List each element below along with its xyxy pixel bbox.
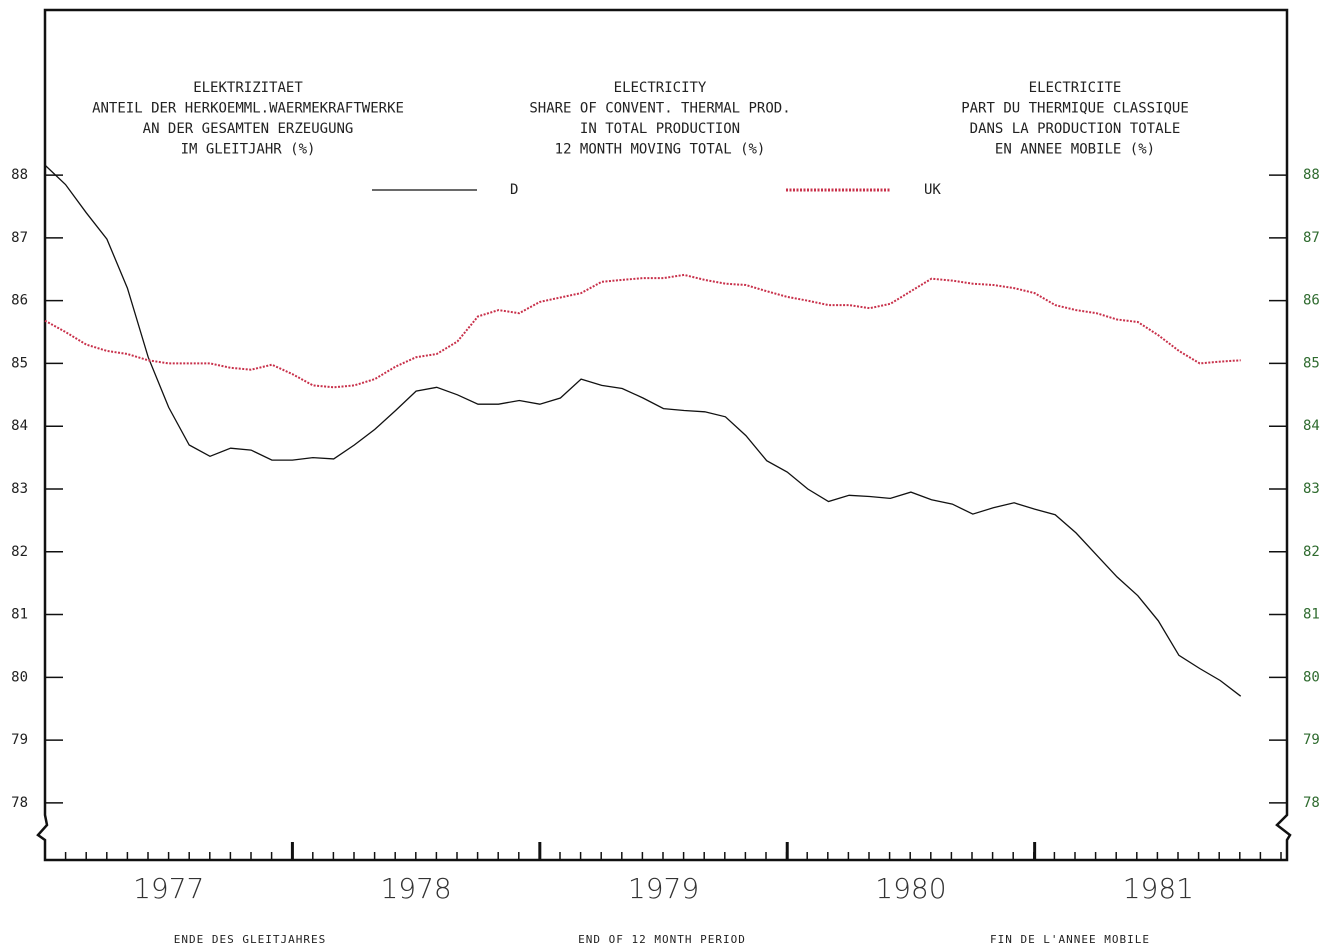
y2-tick-label: 85 <box>1303 355 1320 371</box>
title-line: ELECTRICITY <box>614 80 707 96</box>
y2-tick-label: 79 <box>1303 732 1320 748</box>
plot-frame <box>36 8 1292 862</box>
title-line: EN ANNEE MOBILE (%) <box>995 142 1155 158</box>
x-tick-label: 1978 <box>380 872 451 905</box>
y-tick-label: 84 <box>11 418 28 434</box>
title-line: IN TOTAL PRODUCTION <box>580 121 740 137</box>
y2-tick-label: 81 <box>1303 607 1320 623</box>
title-line: IM GLEITJAHR (%) <box>181 142 316 158</box>
y-tick-label: 80 <box>11 669 28 685</box>
y-tick-label: 86 <box>11 293 28 309</box>
x-tick-label: 1981 <box>1123 872 1194 905</box>
x-axis-label: ENDE DES GLEITJAHRES <box>174 933 326 946</box>
title-line: DANS LA PRODUCTION TOTALE <box>970 121 1181 137</box>
title-line: ELEKTRIZITAET <box>193 80 303 96</box>
series-line <box>44 164 1242 697</box>
x-axis-label: END OF 12 MONTH PERIOD <box>578 933 746 946</box>
y2-tick-label: 82 <box>1303 544 1320 560</box>
y-tick-label: 79 <box>11 732 28 748</box>
y-tick-label: 87 <box>11 230 28 246</box>
title-line: AN DER GESAMTEN ERZEUGUNG <box>143 121 354 137</box>
x-axis-label: FIN DE L'ANNEE MOBILE <box>990 933 1150 946</box>
title-line: ANTEIL DER HERKOEMML.WAERMEKRAFTWERKE <box>92 101 404 117</box>
y2-tick-label: 87 <box>1303 230 1320 246</box>
y-tick-label: 82 <box>11 544 28 560</box>
title-line: PART DU THERMIQUE CLASSIQUE <box>961 101 1189 117</box>
title-line: ELECTRICITE <box>1029 80 1122 96</box>
y-tick-label: 88 <box>11 167 28 183</box>
y2-tick-label: 86 <box>1303 293 1320 309</box>
y2-tick-label: 88 <box>1303 167 1320 183</box>
x-tick-label: 1977 <box>133 872 204 905</box>
y2-tick-label: 84 <box>1303 418 1320 434</box>
y2-tick-label: 83 <box>1303 481 1320 497</box>
y-tick-label: 78 <box>11 795 28 811</box>
x-tick-label: 1980 <box>875 872 946 905</box>
legend-label: D <box>510 182 518 198</box>
x-tick-label: 1979 <box>628 872 699 905</box>
legend-label: UK <box>924 182 941 198</box>
y-tick-label: 85 <box>11 355 28 371</box>
series-line <box>44 273 1241 389</box>
title-line: SHARE OF CONVENT. THERMAL PROD. <box>529 101 790 117</box>
y2-tick-label: 80 <box>1303 669 1320 685</box>
y-tick-label: 81 <box>11 607 28 623</box>
y2-tick-label: 78 <box>1303 795 1320 811</box>
y-tick-label: 83 <box>11 481 28 497</box>
title-line: 12 MONTH MOVING TOTAL (%) <box>555 142 766 158</box>
